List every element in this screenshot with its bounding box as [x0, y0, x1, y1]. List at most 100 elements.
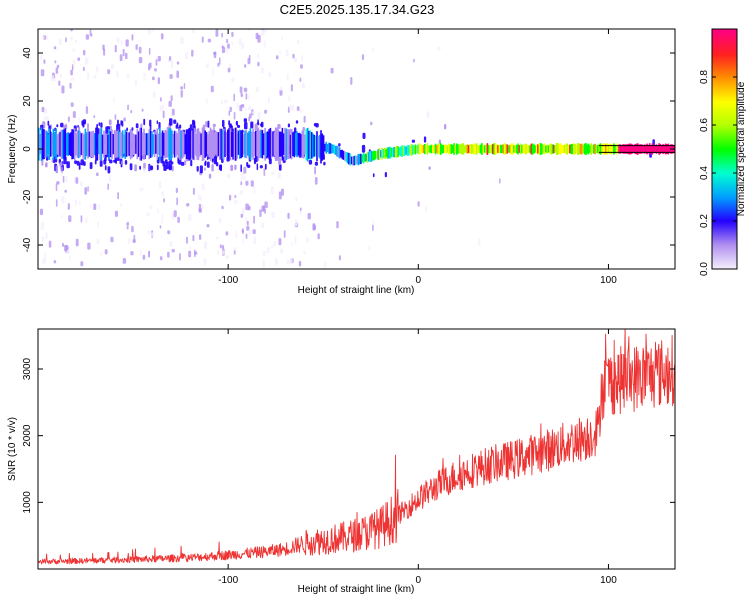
spectrogram-cell	[85, 217, 88, 224]
colorbar-label: Normalized spectral amplitude	[736, 81, 747, 216]
colorbar-segment	[712, 211, 737, 214]
spectrogram-cell	[266, 246, 270, 254]
spectrogram-cell	[215, 133, 217, 155]
colorbar-segment	[712, 261, 737, 264]
spectrogram-cell	[77, 57, 81, 61]
spectrogram-cell	[64, 244, 68, 252]
spectrogram-cell	[230, 164, 234, 171]
colorbar-segment	[712, 173, 737, 176]
spectrogram-cell	[43, 23, 45, 27]
spectrogram-cell	[110, 64, 115, 69]
spectrogram-cell	[384, 172, 387, 178]
spectrogram-cell	[253, 215, 255, 224]
colorbar-segment	[712, 85, 737, 88]
spectrogram-cell	[578, 143, 580, 155]
spectrogram-cell	[295, 197, 298, 202]
spectrogram-cell	[198, 203, 202, 212]
spectrogram-cell	[303, 115, 306, 123]
spectrogram-cell	[251, 131, 253, 157]
spectrogram-cell	[570, 144, 572, 155]
spectrogram-cell	[288, 129, 290, 159]
spectrogram-cell	[149, 205, 153, 209]
spectrogram-cell	[309, 130, 312, 160]
spectrogram-y-tick-label: 20	[22, 95, 33, 107]
spectrogram-cell	[417, 144, 419, 154]
colorbar-segment	[712, 237, 737, 240]
spectrogram-cell	[123, 117, 126, 122]
spectrogram-cell	[240, 130, 242, 158]
colorbar: 0.0 0.2 0.4 0.6 0.8 Normalized spectral ampl…	[699, 28, 747, 276]
spectrogram-cell	[265, 131, 268, 157]
snr-frame	[37, 328, 676, 570]
spectrogram-cell	[185, 129, 188, 159]
spectrogram-cell	[190, 159, 193, 167]
spectrogram-cell	[668, 145, 671, 153]
spectrogram-cell	[80, 215, 83, 223]
colorbar-segment	[712, 235, 737, 238]
spectrogram-cell	[259, 130, 261, 158]
spectrogram-cell	[250, 180, 254, 187]
spectrogram-cell	[221, 250, 225, 255]
spectrogram-cell	[287, 212, 290, 219]
spectrogram-cell	[629, 143, 631, 155]
spectrogram-cell	[124, 129, 127, 159]
spectrogram-cell	[225, 231, 229, 236]
spectrogram-cell	[92, 130, 95, 158]
spectrogram-cell	[333, 144, 336, 155]
spectrogram-cell	[366, 151, 369, 163]
spectrogram-cell	[280, 248, 284, 254]
spectrogram-cell	[159, 127, 161, 161]
spectrogram-cell	[557, 143, 559, 155]
spectrogram-cell	[275, 258, 278, 265]
spectrogram-cell	[97, 134, 100, 155]
spectrogram-cell	[89, 203, 92, 208]
spectrogram-cell	[283, 230, 286, 238]
spectrogram-cell	[268, 129, 270, 160]
spectrogram-cell	[257, 34, 261, 43]
spectrogram-cell	[299, 211, 303, 215]
spectrogram-cell	[131, 127, 134, 131]
spectrogram-cell	[126, 73, 130, 79]
spectrogram-cell	[549, 143, 551, 155]
spectrogram-cell	[83, 161, 86, 166]
spectrogram-cell	[432, 144, 434, 154]
spectrogram-cell	[56, 134, 59, 155]
spectrogram-cell	[160, 97, 162, 102]
spectrogram-cell	[610, 143, 612, 155]
spectrogram-cell	[245, 233, 248, 239]
spectrogram-cell	[667, 143, 670, 155]
spectrogram-cell	[289, 104, 291, 110]
spectrogram-cell	[457, 144, 459, 154]
colorbar-segment	[712, 99, 737, 102]
spectrogram-cell	[254, 123, 258, 132]
spectrogram-cell	[219, 244, 222, 249]
spectrogram-cell	[78, 117, 81, 123]
spectrogram-cell	[469, 144, 471, 154]
spectrogram-cell	[478, 144, 481, 154]
colorbar-segment	[712, 157, 737, 160]
spectrogram-cell	[293, 57, 298, 63]
spectrogram-cell	[438, 143, 441, 155]
spectrogram-cell	[240, 213, 244, 218]
colorbar-segment	[712, 125, 737, 128]
spectrogram-cell	[286, 73, 289, 81]
spectrogram-cell	[149, 119, 152, 127]
colorbar-segment	[712, 147, 737, 150]
spectrogram-cell	[350, 77, 353, 85]
colorbar-segment	[712, 215, 737, 218]
spectrogram-cell	[619, 144, 622, 154]
spectrogram-cell	[256, 132, 258, 157]
spectrogram-cell	[591, 145, 594, 154]
spectrogram-cell	[462, 143, 465, 155]
spectrogram-cell	[62, 175, 65, 183]
spectrogram-cell	[278, 131, 281, 157]
spectrogram-cell	[601, 143, 603, 155]
spectrogram-cell	[122, 258, 127, 264]
spectrogram-cell	[194, 249, 196, 258]
spectrogram-cell	[369, 151, 371, 162]
spectrogram-cell	[646, 143, 648, 155]
spectrogram-cell	[177, 216, 180, 223]
spectrogram-cell	[262, 250, 266, 256]
spectrogram-cell	[313, 224, 316, 230]
spectrogram-cell	[417, 201, 420, 207]
